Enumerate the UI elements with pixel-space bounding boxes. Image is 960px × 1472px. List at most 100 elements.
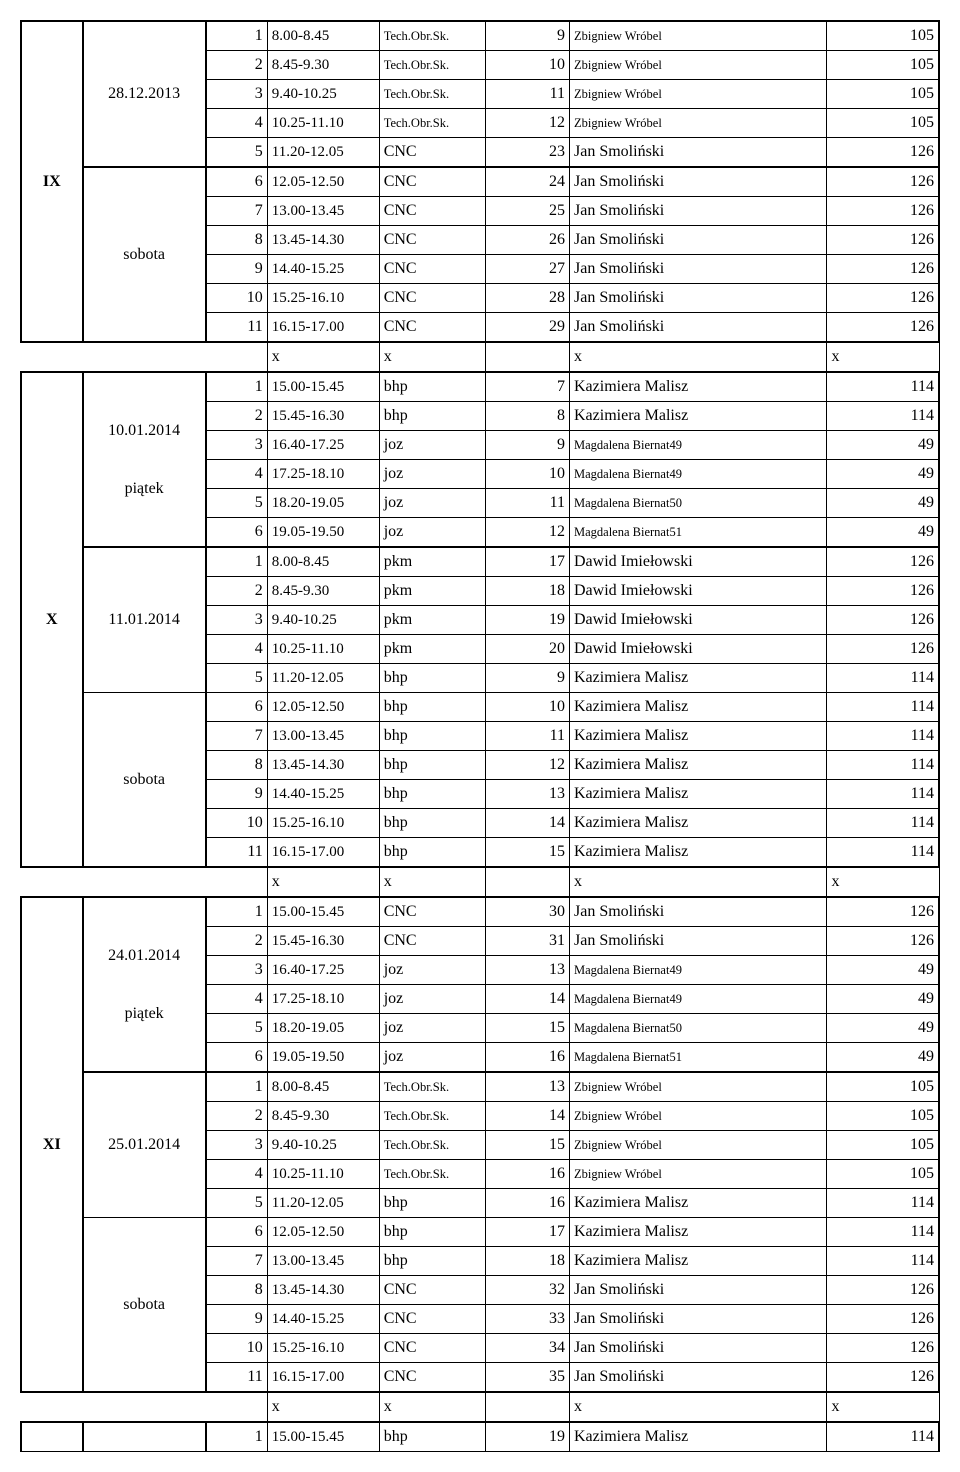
- subject-cell: joz: [379, 518, 485, 548]
- room-cell: 126: [827, 606, 939, 635]
- room-cell: 126: [827, 577, 939, 606]
- row-number: 10: [206, 809, 268, 838]
- row-number: 1: [206, 547, 268, 577]
- room-cell: 114: [827, 372, 939, 402]
- subject-cell: CNC: [379, 255, 485, 284]
- row-number: 6: [206, 693, 268, 722]
- room-cell: 49: [827, 985, 939, 1014]
- time-cell: 9.40-10.25: [267, 1131, 379, 1160]
- subject-cell: CNC: [379, 167, 485, 197]
- room-cell: 126: [827, 313, 939, 343]
- subject-cell: Tech.Obr.Sk.: [379, 80, 485, 109]
- subject-cell: Tech.Obr.Sk.: [379, 51, 485, 80]
- row-number: 7: [206, 1247, 268, 1276]
- teacher-cell: Kazimiera Malisz: [570, 751, 827, 780]
- row-number: 1: [206, 897, 268, 927]
- row-number: 4: [206, 109, 268, 138]
- row-number: 4: [206, 985, 268, 1014]
- room-cell: 126: [827, 1363, 939, 1393]
- teacher-cell: Zbigniew Wróbel: [570, 109, 827, 138]
- sep-cell: x: [267, 867, 379, 897]
- row-number: 3: [206, 1131, 268, 1160]
- time-cell: 11.20-12.05: [267, 138, 379, 168]
- subject-cell: pkm: [379, 606, 485, 635]
- time-cell: 10.25-11.10: [267, 1160, 379, 1189]
- separator-row: xxxx: [21, 342, 939, 372]
- subject-cell: pkm: [379, 635, 485, 664]
- time-cell: 8.00-8.45: [267, 21, 379, 51]
- roman-numeral: X: [21, 372, 83, 867]
- separator-row: xxxx: [21, 867, 939, 897]
- time-cell: 8.45-9.30: [267, 51, 379, 80]
- sep-cell: x: [827, 867, 939, 897]
- teacher-cell: Jan Smoliński: [570, 226, 827, 255]
- room-cell: 105: [827, 80, 939, 109]
- subject-cell: joz: [379, 489, 485, 518]
- teacher-cell: Kazimiera Malisz: [570, 838, 827, 868]
- room-cell: 49: [827, 431, 939, 460]
- row-number: 4: [206, 1160, 268, 1189]
- row-number: 7: [206, 722, 268, 751]
- row-number: 8: [206, 751, 268, 780]
- subject-cell: pkm: [379, 547, 485, 577]
- teacher-cell: Kazimiera Malisz: [570, 780, 827, 809]
- teacher-cell: Jan Smoliński: [570, 1363, 827, 1393]
- count-cell: 11: [486, 489, 570, 518]
- time-cell: 8.45-9.30: [267, 1102, 379, 1131]
- teacher-cell: Jan Smoliński: [570, 167, 827, 197]
- teacher-cell: Dawid Imiełowski: [570, 635, 827, 664]
- row-number: 3: [206, 956, 268, 985]
- subject-cell: bhp: [379, 1218, 485, 1247]
- date-day-cell: 11.01.2014: [83, 547, 206, 693]
- teacher-cell: Zbigniew Wróbel: [570, 1131, 827, 1160]
- teacher-cell: Zbigniew Wróbel: [570, 80, 827, 109]
- teacher-cell: Magdalena Biernat50: [570, 489, 827, 518]
- sep-cell: [486, 1392, 570, 1422]
- count-cell: 15: [486, 838, 570, 868]
- time-cell: 10.25-11.10: [267, 109, 379, 138]
- roman-numeral: IX: [21, 21, 83, 342]
- teacher-cell: Magdalena Biernat49: [570, 985, 827, 1014]
- teacher-cell: Magdalena Biernat51: [570, 518, 827, 548]
- teacher-cell: Jan Smoliński: [570, 313, 827, 343]
- time-cell: 19.05-19.50: [267, 1043, 379, 1073]
- date-day-cell: sobota: [83, 693, 206, 868]
- time-cell: 12.05-12.50: [267, 693, 379, 722]
- row-number: 6: [206, 1043, 268, 1073]
- subject-cell: bhp: [379, 402, 485, 431]
- room-cell: 126: [827, 1276, 939, 1305]
- room-cell: 126: [827, 635, 939, 664]
- time-cell: 19.05-19.50: [267, 518, 379, 548]
- row-number: 6: [206, 518, 268, 548]
- subject-cell: bhp: [379, 1247, 485, 1276]
- teacher-cell: Zbigniew Wróbel: [570, 1102, 827, 1131]
- room-cell: 49: [827, 489, 939, 518]
- subject-cell: bhp: [379, 809, 485, 838]
- subject-cell: bhp: [379, 722, 485, 751]
- row-number: 10: [206, 284, 268, 313]
- date-label: 28.12.2013: [88, 85, 201, 103]
- date-day-cell: sobota: [83, 1218, 206, 1393]
- schedule-table: IX28.12.201318.00-8.45Tech.Obr.Sk.9Zbign…: [20, 20, 940, 1452]
- teacher-cell: Jan Smoliński: [570, 1276, 827, 1305]
- time-cell: 13.00-13.45: [267, 1247, 379, 1276]
- row-number: 5: [206, 664, 268, 693]
- count-cell: 15: [486, 1131, 570, 1160]
- time-cell: 13.45-14.30: [267, 226, 379, 255]
- count-cell: 29: [486, 313, 570, 343]
- room-cell: 114: [827, 1247, 939, 1276]
- time-cell: 15.00-15.45: [267, 897, 379, 927]
- subject-cell: CNC: [379, 138, 485, 168]
- row-number: 4: [206, 460, 268, 489]
- time-cell: 8.00-8.45: [267, 547, 379, 577]
- sep-cell: x: [267, 342, 379, 372]
- count-cell: 24: [486, 167, 570, 197]
- time-cell: 11.20-12.05: [267, 664, 379, 693]
- teacher-cell: Jan Smoliński: [570, 197, 827, 226]
- subject-cell: bhp: [379, 693, 485, 722]
- subject-cell: pkm: [379, 577, 485, 606]
- subject-cell: bhp: [379, 372, 485, 402]
- teacher-cell: Zbigniew Wróbel: [570, 1160, 827, 1189]
- subject-cell: bhp: [379, 838, 485, 868]
- time-cell: 15.25-16.10: [267, 284, 379, 313]
